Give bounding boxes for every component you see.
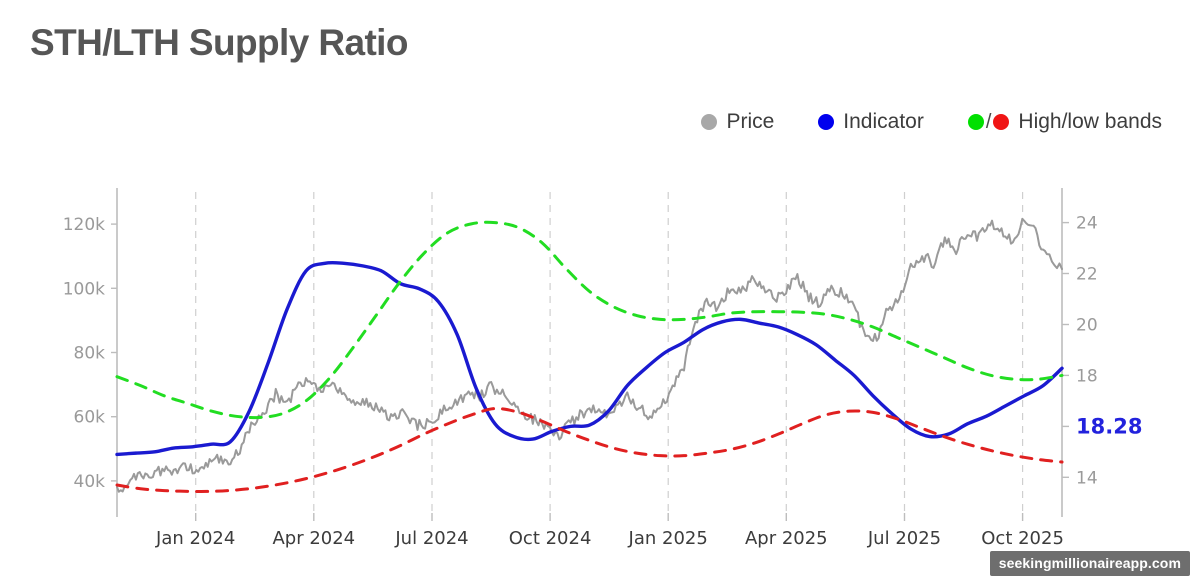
y-axis-left-ticks: 40k 60k 80k 100k 120k xyxy=(63,215,117,492)
y-tick-label-right: 14 xyxy=(1076,468,1098,488)
x-tick-label: Jan 2025 xyxy=(628,528,708,549)
legend-label: Price xyxy=(726,110,775,133)
axis-spines xyxy=(116,188,1063,517)
watermark-badge: seekingmillionaireapp.com xyxy=(989,551,1190,576)
x-tick-label: Oct 2024 xyxy=(509,528,592,549)
legend-separator: / xyxy=(985,110,992,133)
x-tick-label: Jul 2024 xyxy=(394,528,468,549)
x-tick-label: Jan 2024 xyxy=(155,528,235,549)
legend-swatch-pair: / xyxy=(967,110,1010,134)
series-line-low-band xyxy=(115,407,1064,493)
legend-dot-icon xyxy=(701,114,718,130)
x-tick-label: Jul 2025 xyxy=(867,528,941,549)
indicator-value-label: 18.28 xyxy=(1076,414,1142,438)
x-tick-label: Apr 2024 xyxy=(272,528,355,549)
y-tick-label-right: 22 xyxy=(1076,265,1098,285)
y-tick-label-left: 80k xyxy=(74,344,106,364)
series-line-price xyxy=(116,217,1063,493)
legend-label: High/low bands xyxy=(1018,110,1162,133)
grid-lines xyxy=(195,192,1024,513)
x-axis-ticks: Jan 2024 Apr 2024 Jul 2024 Oct 2024 Jan 2025… xyxy=(155,513,1064,549)
x-tick-label: Apr 2025 xyxy=(745,528,828,549)
legend-label: Indicator xyxy=(843,110,924,133)
y-axis-right-ticks: 14 18 20 22 24 xyxy=(1062,214,1098,488)
legend-item[interactable]: Price xyxy=(701,110,774,134)
chart-legend: Price Indicator / High/low bands xyxy=(701,108,1162,136)
legend-item[interactable]: Indicator xyxy=(818,110,924,134)
y-tick-label-left: 60k xyxy=(74,408,106,428)
x-tick-label: Oct 2025 xyxy=(981,528,1064,549)
series-line-high-band xyxy=(115,220,1064,420)
y-tick-label-left: 40k xyxy=(74,472,106,492)
y-tick-label-left: 100k xyxy=(63,279,105,299)
y-tick-label-right: 18 xyxy=(1076,366,1098,386)
page-title: STH/LTH Supply Ratio xyxy=(30,22,408,63)
chart-series xyxy=(115,217,1064,493)
legend-dot-low-icon xyxy=(993,114,1010,130)
legend-dot-icon xyxy=(818,114,835,130)
series-line-indicator xyxy=(115,260,1064,457)
y-tick-label-left: 120k xyxy=(63,215,105,235)
y-tick-label-right: 24 xyxy=(1076,214,1098,234)
y-tick-label-right: 20 xyxy=(1076,316,1098,336)
legend-item[interactable]: / High/low bands xyxy=(967,110,1162,134)
legend-dot-high-icon xyxy=(967,114,984,130)
